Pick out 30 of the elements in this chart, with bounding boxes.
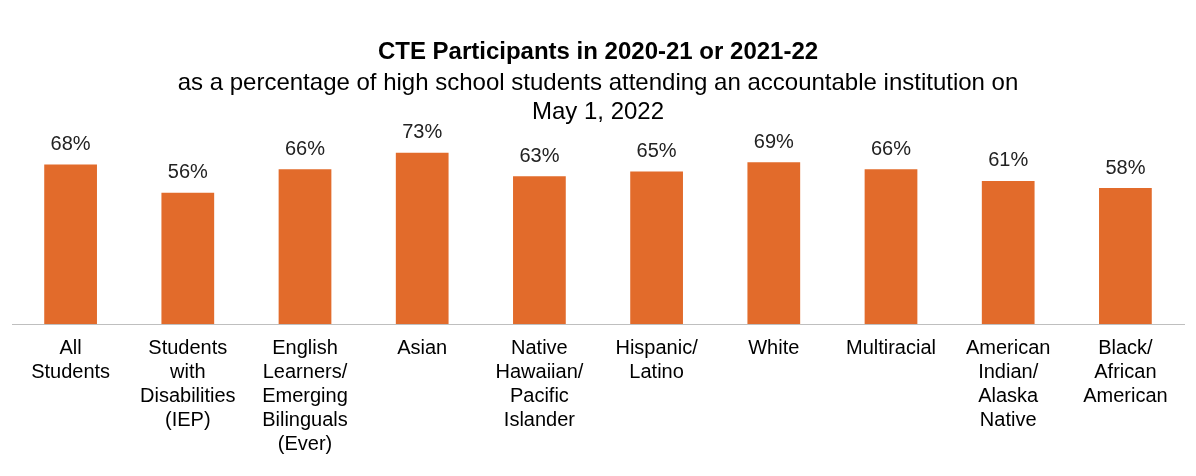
bar xyxy=(513,176,566,324)
x-tick-label: Black/ African American xyxy=(1083,335,1168,406)
data-label: 66% xyxy=(870,136,912,159)
bar xyxy=(1099,187,1152,324)
chart-title: CTE Participants in 2020-21 or 2021-22 xyxy=(377,37,819,65)
bar xyxy=(864,169,918,324)
data-label: 66% xyxy=(284,136,326,159)
bar xyxy=(161,192,215,324)
bar xyxy=(981,180,1035,324)
data-label: 69% xyxy=(753,129,795,152)
bar xyxy=(395,152,449,324)
x-tick-label: Students with Disabilities (IEP) xyxy=(140,335,236,430)
data-label: 63% xyxy=(519,143,560,166)
bar xyxy=(44,164,97,324)
bar xyxy=(278,169,332,324)
data-label: 65% xyxy=(636,139,677,162)
x-tick-label: Native Hawaiian/ Pacific Islander xyxy=(495,335,584,430)
data-label: 61% xyxy=(988,148,1029,171)
bar xyxy=(747,162,801,324)
x-tick-label: Multiracial xyxy=(845,335,937,358)
x-tick-label: Hispanic/Latino xyxy=(615,335,699,382)
data-label: 68% xyxy=(50,132,91,155)
x-tick-label: English Learners/ Emerging Bilinguals (Ever) xyxy=(262,335,348,454)
data-label: 58% xyxy=(1105,155,1146,178)
x-tick-label: Asian xyxy=(397,335,448,358)
x-tick-label: White xyxy=(748,335,800,358)
bar xyxy=(630,171,683,324)
data-label: 56% xyxy=(167,160,209,183)
x-tick-label: American Indian/ Alaska Native xyxy=(965,335,1051,430)
x-tick-label: All Students xyxy=(31,335,111,382)
